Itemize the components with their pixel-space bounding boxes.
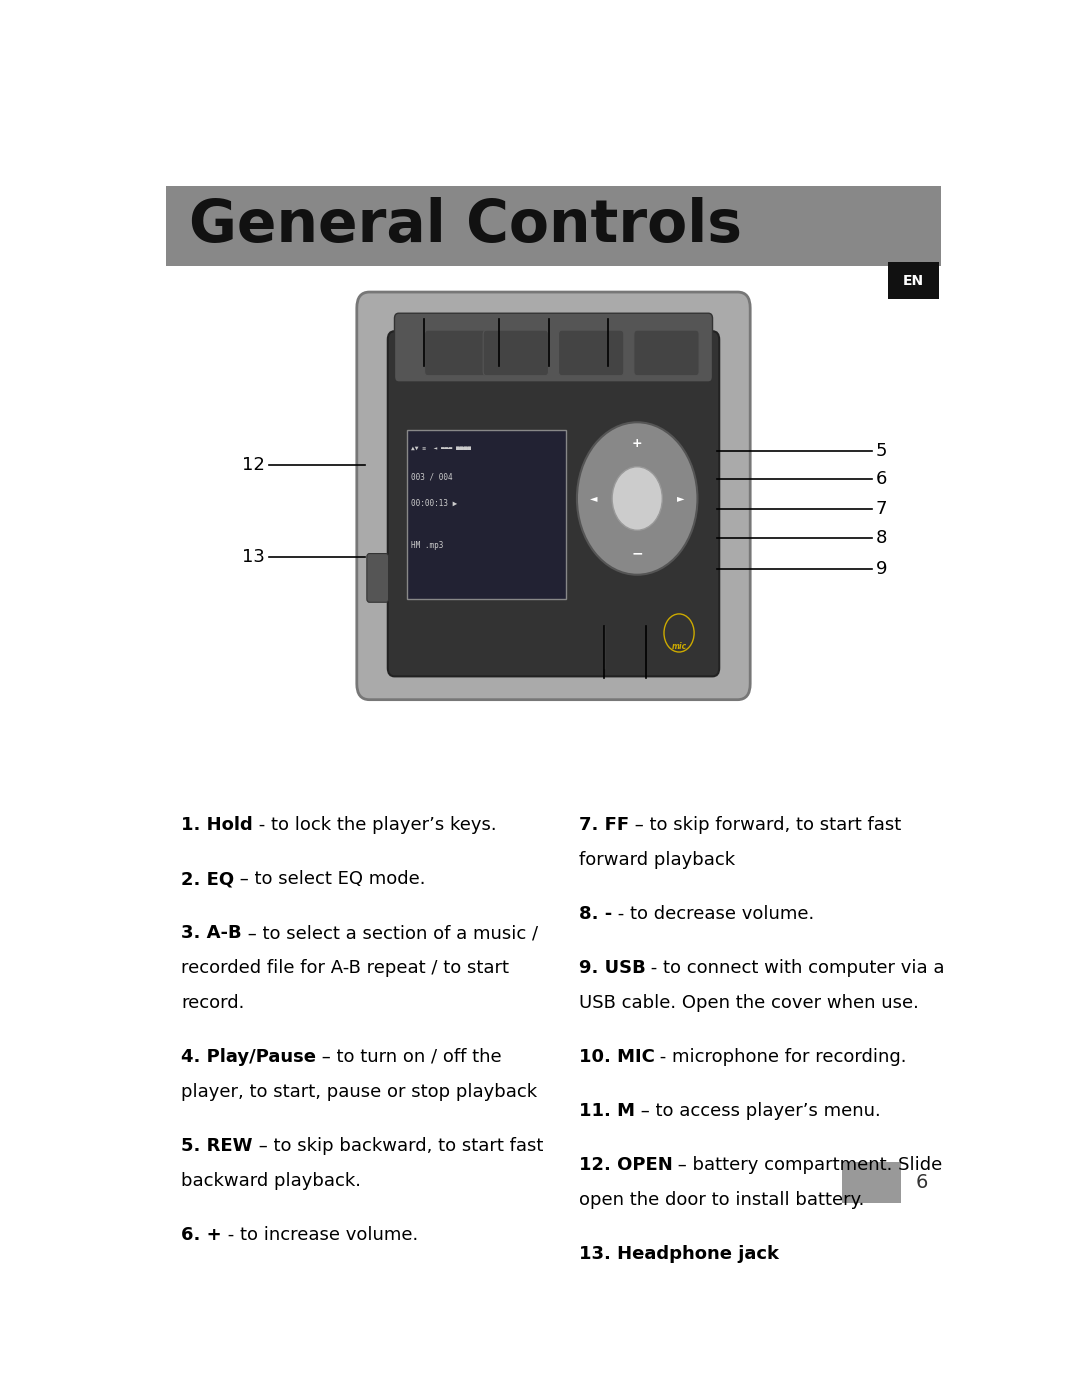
Text: – to turn on / off the: – to turn on / off the: [316, 1048, 501, 1066]
Text: ►: ►: [677, 494, 685, 503]
Text: 10: 10: [634, 645, 657, 663]
Text: mic: mic: [672, 642, 687, 652]
Text: 5: 5: [876, 441, 888, 459]
Text: EN: EN: [903, 274, 924, 287]
Bar: [889, 263, 939, 300]
Text: – to skip backward, to start fast: – to skip backward, to start fast: [253, 1137, 543, 1155]
Text: 13. Headphone jack: 13. Headphone jack: [579, 1244, 779, 1262]
Text: −: −: [632, 546, 643, 561]
Text: 13: 13: [242, 547, 265, 565]
Text: ◄: ◄: [590, 494, 597, 503]
FancyBboxPatch shape: [394, 314, 713, 382]
Text: 12. OPEN: 12. OPEN: [579, 1156, 673, 1174]
Text: 11: 11: [592, 645, 616, 663]
Text: 2: 2: [494, 338, 504, 356]
Text: - to connect with computer via a: - to connect with computer via a: [646, 960, 945, 978]
Circle shape: [577, 422, 698, 575]
Text: 1. Hold: 1. Hold: [181, 817, 253, 835]
FancyBboxPatch shape: [356, 292, 751, 700]
Text: General Controls: General Controls: [189, 198, 742, 254]
Text: recorded file for A-B repeat / to start: recorded file for A-B repeat / to start: [181, 960, 509, 978]
Text: 6. +: 6. +: [181, 1226, 221, 1244]
Text: 6: 6: [876, 470, 887, 488]
FancyBboxPatch shape: [388, 331, 719, 676]
Text: +: +: [632, 437, 643, 450]
Text: 003 / 004: 003 / 004: [411, 472, 453, 481]
Text: 5. REW: 5. REW: [181, 1137, 253, 1155]
Text: 9: 9: [876, 561, 888, 579]
Text: HM .mp3: HM .mp3: [411, 540, 444, 550]
Text: 00:00:13 ▶: 00:00:13 ▶: [411, 499, 458, 507]
Text: 10. MIC: 10. MIC: [579, 1048, 654, 1066]
FancyBboxPatch shape: [424, 330, 490, 375]
Text: – to access player’s menu.: – to access player’s menu.: [635, 1101, 880, 1121]
Text: player, to start, pause or stop playback: player, to start, pause or stop playback: [181, 1084, 537, 1101]
Text: 7. FF: 7. FF: [579, 817, 629, 835]
Bar: [842, 1162, 901, 1203]
Text: 8: 8: [876, 528, 887, 547]
FancyBboxPatch shape: [367, 554, 389, 602]
Text: record.: record.: [181, 994, 244, 1012]
Text: – battery compartment. Slide: – battery compartment. Slide: [673, 1156, 943, 1174]
FancyBboxPatch shape: [483, 330, 549, 375]
Text: 8. -: 8. -: [579, 905, 612, 923]
Text: 4. Play/Pause: 4. Play/Pause: [181, 1048, 316, 1066]
Text: 3. A-B: 3. A-B: [181, 924, 242, 942]
Text: 3: 3: [543, 338, 555, 356]
Text: USB cable. Open the cover when use.: USB cable. Open the cover when use.: [579, 994, 918, 1012]
Bar: [166, 186, 941, 265]
Text: 2. EQ: 2. EQ: [181, 870, 234, 888]
Text: 12: 12: [242, 455, 265, 473]
Bar: [407, 429, 566, 600]
FancyBboxPatch shape: [558, 330, 624, 375]
Text: 9. USB: 9. USB: [579, 960, 646, 978]
Text: 7: 7: [876, 500, 888, 518]
Text: open the door to install battery.: open the door to install battery.: [579, 1191, 864, 1209]
Text: ▲▼ ≡  ◄ ▬▬▬ ■■■■: ▲▼ ≡ ◄ ▬▬▬ ■■■■: [411, 446, 471, 451]
Text: - to decrease volume.: - to decrease volume.: [612, 905, 814, 923]
Text: 11. M: 11. M: [579, 1101, 635, 1121]
Text: 6: 6: [916, 1173, 928, 1192]
Circle shape: [612, 466, 662, 531]
Text: backward playback.: backward playback.: [181, 1172, 361, 1189]
Text: – to select EQ mode.: – to select EQ mode.: [234, 870, 426, 888]
Text: – to select a section of a music /: – to select a section of a music /: [242, 924, 538, 942]
Text: 1: 1: [418, 338, 430, 356]
Text: - to increase volume.: - to increase volume.: [221, 1226, 418, 1244]
FancyBboxPatch shape: [634, 330, 699, 375]
Text: forward playback: forward playback: [579, 851, 734, 869]
Text: - to lock the player’s keys.: - to lock the player’s keys.: [253, 817, 497, 835]
Text: – to skip forward, to start fast: – to skip forward, to start fast: [629, 817, 901, 835]
Text: - microphone for recording.: - microphone for recording.: [654, 1048, 907, 1066]
Text: 4: 4: [603, 338, 613, 356]
